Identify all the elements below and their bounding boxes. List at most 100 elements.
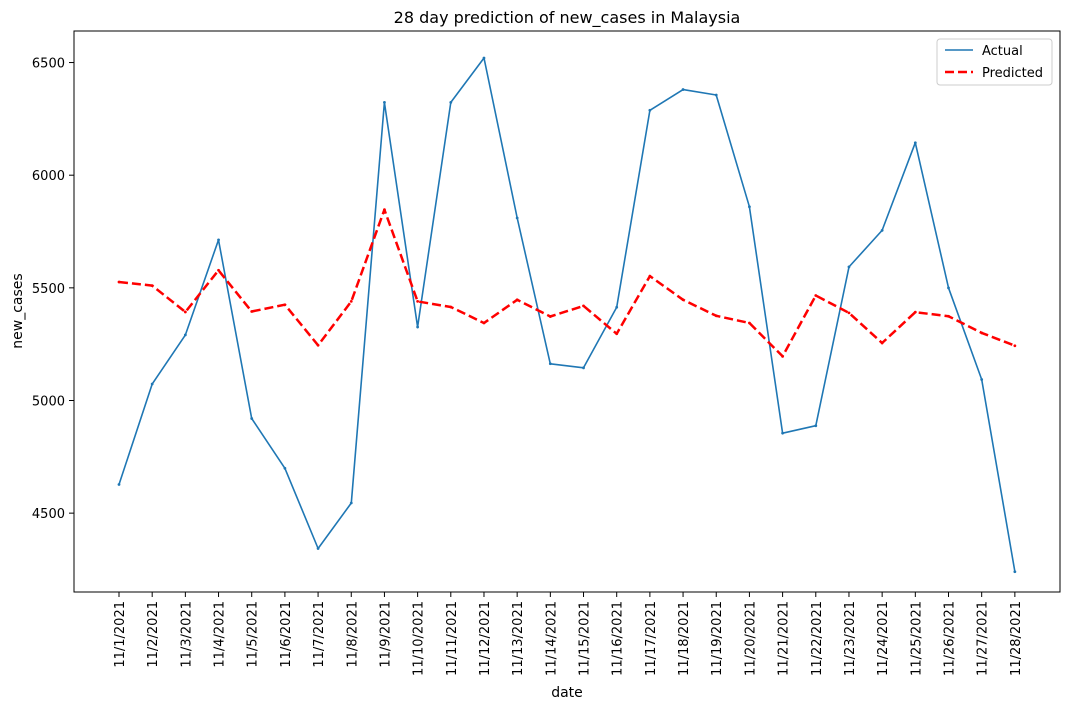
data-point-predicted <box>648 274 652 278</box>
y-tick-label: 5000 <box>32 394 65 409</box>
data-point-predicted <box>582 304 585 308</box>
plot-area <box>117 56 1017 574</box>
data-point-predicted <box>880 341 884 345</box>
x-tick-label: 11/27/2021 <box>976 601 991 676</box>
data-point-actual <box>449 101 453 104</box>
data-point-actual <box>1013 570 1017 574</box>
data-point-actual <box>648 108 652 112</box>
data-point-predicted <box>615 332 619 336</box>
data-point-actual <box>349 501 353 505</box>
data-point-actual <box>283 466 287 470</box>
x-tick-label: 11/11/2021 <box>445 601 460 676</box>
legend: Actual Predicted <box>936 38 1053 86</box>
x-tick-label: 11/1/2021 <box>113 601 128 668</box>
x-axis: 11/1/2021 11/2/2021 11/3/2021 11/4/2021 11/5… <box>113 592 1024 676</box>
data-point-actual <box>150 382 154 386</box>
data-point-actual <box>847 265 851 269</box>
data-point-predicted <box>681 298 685 302</box>
plot-frame <box>73 30 1061 593</box>
data-point-actual <box>250 417 254 420</box>
legend-label-predicted: Predicted <box>982 66 1043 81</box>
x-tick-label: 11/28/2021 <box>1009 601 1024 676</box>
x-tick-label: 11/13/2021 <box>511 601 526 676</box>
x-tick-label: 11/17/2021 <box>644 601 659 676</box>
x-axis-label: date <box>551 685 583 701</box>
chart-title: 28 day prediction of new_cases in Malays… <box>394 8 741 28</box>
x-tick-label: 11/24/2021 <box>876 601 891 676</box>
data-point-actual <box>681 88 685 91</box>
data-point-actual <box>217 238 220 242</box>
data-point-predicted <box>748 321 751 325</box>
x-tick-label: 11/4/2021 <box>213 601 228 668</box>
series-line-predicted <box>118 208 1016 358</box>
data-point-actual <box>515 216 519 220</box>
data-point-predicted <box>980 331 984 335</box>
data-point-predicted <box>183 310 187 314</box>
x-tick-label: 11/3/2021 <box>179 601 194 668</box>
data-point-predicted <box>283 303 287 307</box>
data-point-actual <box>913 141 917 145</box>
x-tick-label: 11/19/2021 <box>710 601 725 676</box>
data-point-actual <box>748 205 751 209</box>
data-point-predicted <box>349 299 353 303</box>
x-tick-label: 11/25/2021 <box>909 601 924 676</box>
data-point-predicted <box>250 310 254 313</box>
y-axis: 4500 5000 5500 6000 6500 <box>32 57 74 522</box>
data-point-actual <box>980 378 984 381</box>
data-point-actual <box>183 333 187 337</box>
data-point-predicted <box>316 343 320 347</box>
y-tick-label: 5500 <box>32 282 65 297</box>
x-tick-label: 11/5/2021 <box>246 601 261 668</box>
data-point-predicted <box>714 314 718 318</box>
data-point-predicted <box>217 268 220 272</box>
data-point-predicted <box>416 299 420 303</box>
y-tick-label: 6000 <box>32 169 65 184</box>
y-tick-label: 6500 <box>32 57 65 72</box>
x-tick-label: 11/20/2021 <box>743 601 758 676</box>
data-point-actual <box>548 362 552 366</box>
data-point-actual <box>482 56 486 60</box>
data-point-actual <box>714 93 718 97</box>
x-tick-label: 11/15/2021 <box>578 601 593 676</box>
data-point-actual <box>383 101 386 104</box>
x-tick-label: 11/8/2021 <box>345 601 360 668</box>
x-tick-label: 11/21/2021 <box>777 601 792 676</box>
x-tick-label: 11/7/2021 <box>312 601 327 668</box>
data-point-predicted <box>117 280 121 284</box>
series-line-actual <box>118 57 1016 572</box>
data-point-predicted <box>781 354 784 358</box>
data-point-predicted <box>814 294 818 297</box>
data-point-predicted <box>515 298 519 302</box>
data-point-predicted <box>1013 344 1017 348</box>
data-point-actual <box>117 483 121 486</box>
legend-label-actual: Actual <box>982 44 1023 59</box>
data-point-predicted <box>449 305 453 309</box>
data-point-actual <box>316 547 320 550</box>
y-axis-label: new_cases <box>10 273 26 348</box>
data-point-actual <box>781 431 784 435</box>
x-tick-label: 11/12/2021 <box>478 601 493 676</box>
x-tick-label: 11/9/2021 <box>378 601 393 668</box>
data-point-actual <box>947 286 950 290</box>
data-point-actual <box>416 325 420 329</box>
data-point-predicted <box>548 315 552 318</box>
x-tick-label: 11/22/2021 <box>810 601 825 676</box>
data-point-actual <box>814 424 818 428</box>
data-point-actual <box>582 366 585 370</box>
x-tick-label: 11/23/2021 <box>843 601 858 676</box>
data-point-predicted <box>150 284 154 287</box>
x-tick-label: 11/26/2021 <box>943 601 958 676</box>
x-tick-label: 11/16/2021 <box>611 601 626 676</box>
data-point-actual <box>880 228 884 232</box>
x-tick-label: 11/6/2021 <box>279 601 294 668</box>
data-point-predicted <box>947 314 950 318</box>
x-tick-label: 11/18/2021 <box>677 601 692 676</box>
x-tick-label: 11/2/2021 <box>146 601 161 668</box>
y-tick-label: 4500 <box>32 507 65 522</box>
x-tick-label: 11/10/2021 <box>412 601 427 676</box>
data-point-predicted <box>847 311 851 315</box>
data-point-predicted <box>482 321 486 325</box>
x-tick-label: 11/14/2021 <box>544 601 559 676</box>
data-point-predicted <box>383 208 386 212</box>
